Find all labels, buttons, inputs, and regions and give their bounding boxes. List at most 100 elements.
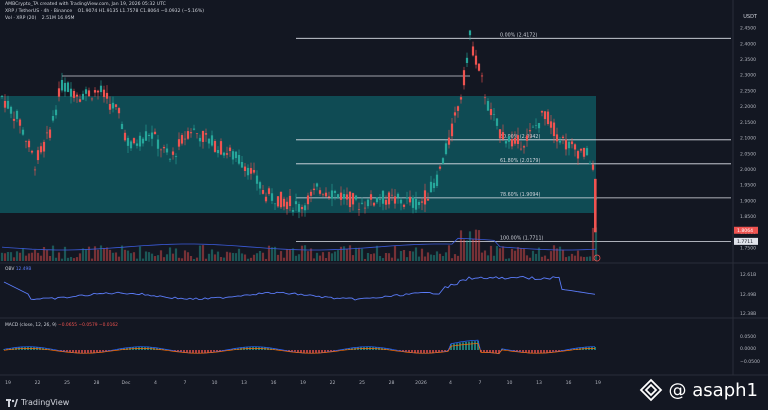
volume-bar	[540, 256, 544, 261]
volume-bar	[549, 251, 553, 261]
macd-label[interactable]: MACD (close, 12, 26, 9)	[5, 323, 57, 328]
volume-label[interactable]: Vol · XRP (20)	[5, 16, 37, 21]
volume-bar	[66, 257, 70, 261]
price-tick-label: 2.2000	[740, 104, 756, 110]
macd-histogram-bar	[453, 343, 455, 350]
volume-bar	[309, 248, 313, 261]
candle-body	[312, 188, 316, 191]
macd-histogram-bar	[411, 350, 413, 353]
macd-histogram-bar	[177, 350, 179, 352]
volume-bar	[333, 251, 337, 261]
candle-body	[243, 166, 247, 171]
fib-level-label: 61.80% (2.0179)	[500, 158, 540, 164]
volume-bar	[456, 255, 460, 261]
volume-bar	[255, 253, 259, 261]
candle-body	[102, 89, 106, 98]
tradingview-logo-icon	[6, 398, 18, 407]
candle-body	[372, 202, 376, 206]
macd-histogram-bar	[3, 349, 5, 350]
volume-bar	[267, 245, 271, 261]
candle-body	[468, 30, 472, 36]
volume-bar	[177, 257, 181, 261]
fib-level-label: 0.00% (2.4172)	[500, 32, 537, 38]
volume-bar	[72, 258, 76, 261]
candle-body	[504, 141, 508, 144]
macd-histogram-bar	[60, 350, 62, 351]
volume-bar	[156, 255, 160, 261]
candle-body	[426, 198, 430, 201]
volume-bar	[81, 248, 85, 261]
candle-body	[12, 118, 16, 121]
volume-bar	[375, 245, 379, 261]
macd-histogram-bar	[324, 350, 326, 353]
volume-bar	[45, 250, 49, 261]
price-tick-label: 2.3000	[740, 73, 756, 79]
volume-bar	[51, 245, 55, 261]
symbol-label[interactable]: XRP / TetherUS · 4h · Binance	[5, 9, 73, 14]
candle-body	[75, 94, 79, 97]
candle-body	[225, 153, 229, 155]
volume-bar	[114, 252, 118, 261]
volume-bar	[492, 255, 496, 261]
macd-histogram-bar	[81, 350, 83, 353]
volume-bar	[123, 249, 127, 261]
candle-body	[471, 46, 475, 56]
volume-bar	[348, 245, 352, 261]
volume-bar	[12, 257, 16, 261]
candle-body	[279, 191, 283, 208]
macd-histogram-bar	[309, 350, 311, 353]
candle-body	[327, 196, 331, 198]
macd-legend: MACD (close, 12, 26, 9) −0.0655 −0.0579 …	[5, 323, 118, 328]
macd-histogram-bar	[219, 350, 221, 352]
candle-body	[180, 135, 184, 144]
volume-bar	[303, 245, 307, 261]
macd-histogram-bar	[414, 350, 416, 353]
candle-body	[474, 55, 478, 65]
candle-body	[246, 167, 250, 176]
candle-body	[495, 118, 499, 126]
volume-bar	[420, 248, 424, 261]
candle-body	[198, 137, 202, 142]
volume-bar	[195, 257, 199, 261]
volume-bar	[138, 246, 142, 261]
volume-bar	[288, 249, 292, 261]
candle-body	[585, 148, 589, 156]
volume-bar	[243, 254, 247, 261]
candle-body	[285, 201, 289, 210]
volume-bar	[294, 255, 298, 261]
candle-body	[420, 201, 424, 203]
candle-body	[516, 135, 520, 144]
volume-bar	[438, 253, 442, 261]
volume-bar	[207, 253, 211, 261]
macd-tick-label: −0.0500	[740, 359, 760, 365]
volume-bar	[18, 252, 22, 261]
price-tick-label: 1.9000	[740, 198, 756, 204]
volume-bar	[426, 252, 430, 261]
volume-bar	[15, 251, 19, 261]
candle-body	[576, 151, 580, 159]
macd-histogram-bar	[435, 350, 437, 353]
volume-bar	[105, 247, 109, 261]
candle-body	[36, 150, 40, 161]
price-tick-label: 1.9500	[740, 183, 756, 189]
macd-histogram-bar	[465, 341, 467, 350]
volume-bar	[447, 245, 451, 261]
tradingview-brand[interactable]: TradingView	[6, 398, 69, 407]
volume-bar	[282, 257, 286, 261]
candle-body	[105, 92, 109, 99]
macd-histogram-bar	[522, 350, 524, 353]
candle-body	[498, 129, 502, 139]
price-tick-label: 2.1000	[740, 136, 756, 142]
candle-body	[282, 198, 286, 207]
candle-body	[183, 138, 187, 140]
macd-histogram-bar	[198, 350, 200, 353]
obv-label[interactable]: OBV	[5, 267, 15, 272]
candle-body	[51, 115, 55, 121]
macd-histogram-bar	[189, 350, 191, 353]
candle-body	[546, 111, 550, 125]
candle-body	[141, 138, 145, 144]
volume-bar	[477, 230, 481, 261]
candle-body	[396, 193, 400, 198]
volume-bar	[402, 250, 406, 261]
